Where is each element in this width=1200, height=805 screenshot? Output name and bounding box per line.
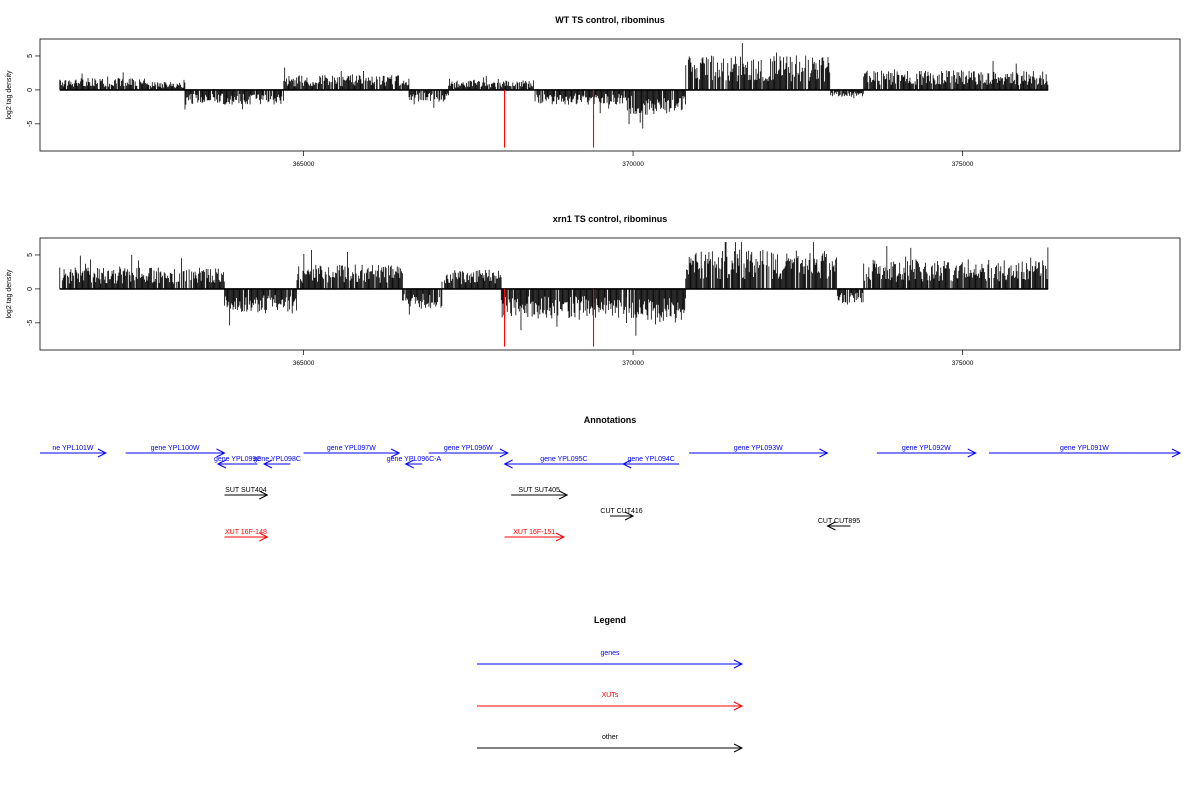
- bars-group: [59, 242, 1049, 347]
- y-tick-label: 0: [27, 88, 34, 92]
- gene-feature: gene YPL097W: [303, 445, 401, 458]
- y-tick-label: 5: [27, 253, 34, 257]
- other-arrow-head: [259, 490, 269, 500]
- legend-item-other: other: [477, 734, 744, 753]
- other-label: CUT CUT895: [818, 518, 860, 525]
- legend-label: genes: [600, 650, 620, 657]
- other-feature: CUT CUT416: [600, 508, 643, 521]
- y-axis-label: log2 tag density: [6, 70, 13, 120]
- legend-items: genes XUTs other: [477, 650, 744, 753]
- other-feature: SUT SUT404: [224, 487, 269, 500]
- gene-label: gene YPL094C: [628, 456, 675, 463]
- annotations-panel: Annotations ne YPL101W gene YPL100W gene Y…: [40, 415, 1182, 542]
- gene-feature: gene YPL096W: [428, 445, 509, 458]
- y-tick-label: 5: [27, 54, 34, 58]
- xrn1-track-panel: xrn1 TS control, ribominus log2 tag dens…: [6, 214, 1181, 367]
- gene-feature: gene YPL094C: [622, 456, 680, 469]
- gene-feature: gene YPL100W: [125, 445, 226, 458]
- gene-label: gene YPL092W: [902, 445, 951, 452]
- xut-label: XUT 16F-148: [225, 529, 267, 536]
- legend-item-genes: genes: [477, 650, 744, 669]
- x-tick-label: 375000: [952, 360, 974, 367]
- other-arrow-head: [826, 521, 836, 531]
- gene-feature: gene YPL092W: [876, 445, 977, 458]
- y-tick-label: -5: [27, 121, 34, 127]
- gene-arrow-head: [503, 459, 513, 469]
- y-tick-label: 0: [27, 287, 34, 291]
- x-tick-label: 370000: [622, 161, 644, 168]
- gene-label: ne YPL101W: [52, 445, 94, 452]
- x-tick-label: 375000: [952, 161, 974, 168]
- y-axis: 5 0 -5: [27, 54, 40, 127]
- gene-arrow-head: [1171, 448, 1182, 458]
- x-axis: 365000 370000 375000: [293, 151, 974, 168]
- legend-arrow-head: [733, 701, 744, 711]
- gene-feature: gene YPL096C-A: [387, 456, 442, 469]
- legend-title: Legend: [594, 615, 626, 625]
- gene-feature: gene YPL093W: [689, 445, 829, 458]
- gene-label: gene YPL099C: [214, 456, 261, 463]
- x-tick-label: 365000: [293, 360, 315, 367]
- panel-title: WT TS control, ribominus: [555, 15, 665, 25]
- gene-feature: gene YPL099C: [214, 456, 261, 469]
- plot-frame: [39, 38, 1181, 152]
- gene-arrow-head: [216, 459, 227, 469]
- gene-feature: gene YPL091W: [988, 445, 1182, 458]
- gene-arrow-head: [404, 459, 414, 469]
- y-tick-label: -5: [27, 320, 34, 326]
- gene-arrow-head: [216, 448, 226, 458]
- gene-feature: gene YPL098C: [254, 456, 301, 469]
- wt-track-panel: WT TS control, ribominus log2 tag densit…: [6, 15, 1181, 168]
- gene-arrow-head: [967, 448, 977, 458]
- gene-label: gene YPL093W: [734, 445, 783, 452]
- gene-arrow-head: [97, 448, 108, 458]
- y-axis-label: log2 tag density: [6, 269, 13, 319]
- annotations-title: Annotations: [584, 415, 637, 425]
- other-arrow-head: [624, 511, 635, 521]
- gene-label: gene YPL096C-A: [387, 456, 442, 463]
- y-axis: 5 0 -5: [27, 253, 40, 326]
- panel-title: xrn1 TS control, ribominus: [553, 214, 668, 224]
- xut-feature: XUT 16F-151: [504, 529, 565, 542]
- xut-feature: XUT 16F-148: [224, 529, 269, 542]
- other-label: SUT SUT405: [518, 487, 560, 494]
- gene-arrow-head: [390, 448, 401, 458]
- other-arrow-head: [558, 490, 569, 500]
- xut-label: XUT 16F-151: [513, 529, 555, 536]
- gene-label: gene YPL098C: [254, 456, 301, 463]
- gene-label: gene YPL100W: [151, 445, 200, 452]
- gene-label: gene YPL096W: [444, 445, 493, 452]
- gene-feature: gene YPL095C: [503, 456, 624, 469]
- gene-arrow-head: [262, 459, 273, 469]
- other-label: SUT SUT404: [225, 487, 267, 494]
- other-feature: CUT CUT895: [818, 518, 860, 531]
- x-tick-label: 370000: [622, 360, 644, 367]
- gene-label: gene YPL091W: [1060, 445, 1109, 452]
- gene-arrow-head: [499, 448, 509, 458]
- legend-panel: Legend genes XUTs other: [477, 615, 744, 753]
- gene-label: gene YPL097W: [327, 445, 376, 452]
- legend-label: other: [602, 734, 619, 741]
- legend-arrow-head: [733, 659, 744, 669]
- gene-arrow-head: [622, 459, 632, 469]
- xut-arrow-head: [555, 532, 565, 542]
- x-tick-label: 365000: [293, 161, 315, 168]
- bars-group: [59, 43, 1049, 148]
- xut-arrow-head: [259, 532, 269, 542]
- legend-arrow-head: [733, 743, 744, 753]
- gene-arrow-head: [819, 448, 829, 458]
- x-axis: 365000 370000 375000: [293, 350, 974, 367]
- other-feature: SUT SUT405: [511, 487, 569, 500]
- plot-frame: [39, 237, 1181, 351]
- legend-label: XUTs: [602, 692, 619, 699]
- gene-feature: ne YPL101W: [40, 445, 108, 458]
- other-label: CUT CUT416: [600, 508, 642, 515]
- gene-label: gene YPL095C: [540, 456, 587, 463]
- legend-item-xuts: XUTs: [477, 692, 744, 711]
